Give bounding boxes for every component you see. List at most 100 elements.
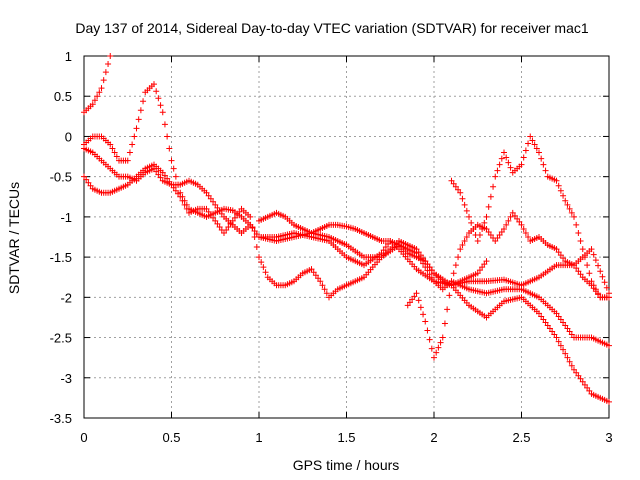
data-point — [321, 286, 328, 293]
data-point — [433, 349, 440, 356]
data-point — [575, 229, 582, 236]
data-point — [525, 234, 532, 240]
data-point — [426, 336, 433, 343]
data-point — [522, 147, 529, 154]
series-sat-f — [404, 209, 612, 361]
data-point — [107, 141, 114, 148]
data-point — [474, 238, 481, 245]
data-point — [601, 279, 608, 286]
data-point — [312, 272, 319, 279]
data-point — [256, 254, 262, 261]
data-point — [581, 381, 588, 388]
data-point — [498, 228, 505, 235]
data-point — [560, 255, 567, 262]
data-point — [511, 212, 518, 219]
data-point — [159, 109, 166, 116]
x-axis-label: GPS time / hours — [293, 457, 400, 473]
data-point — [426, 271, 433, 278]
series-sat-b — [81, 81, 612, 297]
data-point — [606, 398, 612, 405]
data-point — [424, 267, 431, 274]
data-point — [507, 213, 514, 220]
data-point — [463, 207, 470, 214]
data-point — [496, 231, 503, 238]
data-point — [557, 252, 564, 259]
y-tick-label: -0.5 — [50, 170, 72, 185]
data-point — [553, 334, 560, 341]
data-point — [544, 322, 551, 329]
data-point — [560, 319, 567, 326]
data-point — [492, 238, 499, 245]
data-point — [520, 225, 527, 232]
data-point — [164, 175, 171, 182]
data-point — [310, 269, 317, 276]
data-point — [468, 219, 475, 226]
data-point — [485, 203, 492, 210]
data-point — [503, 221, 510, 228]
data-point — [214, 220, 221, 227]
data-point — [490, 183, 497, 190]
y-tick-label: 1 — [65, 49, 72, 64]
data-point — [155, 171, 162, 178]
data-point — [207, 211, 214, 218]
data-point — [323, 290, 330, 297]
data-point — [606, 294, 612, 301]
data-point — [487, 193, 494, 200]
data-point — [581, 254, 588, 261]
data-point — [218, 210, 225, 217]
x-tick-labels: 0 0.5 1 1.5 2 2.5 3 — [80, 430, 612, 445]
data-point — [212, 217, 219, 224]
data-point — [586, 270, 593, 277]
data-point — [253, 230, 260, 237]
data-point — [157, 102, 164, 109]
y-tick-label: -3.5 — [50, 411, 72, 426]
data-point — [91, 97, 98, 104]
data-point — [181, 201, 188, 208]
data-point — [527, 133, 534, 140]
data-point — [170, 165, 177, 172]
data-point — [223, 226, 230, 233]
data-point — [411, 293, 418, 300]
data-point — [498, 155, 505, 162]
data-point — [448, 177, 455, 184]
data-point — [205, 192, 212, 199]
y-tick-label: 0 — [65, 129, 72, 144]
data-point — [483, 258, 490, 265]
series-sat-e — [256, 209, 490, 289]
data-point — [455, 186, 462, 193]
data-point — [131, 133, 138, 140]
data-point — [566, 358, 573, 365]
data-point — [229, 217, 236, 224]
data-point — [553, 310, 560, 317]
data-point — [137, 107, 144, 114]
data-point — [166, 178, 173, 185]
y-tick-label: 0.5 — [54, 89, 72, 104]
data-point — [564, 354, 571, 361]
data-point — [428, 267, 435, 274]
data-point — [463, 234, 470, 240]
data-point — [446, 292, 453, 299]
data-point — [428, 345, 435, 352]
data-point — [553, 246, 560, 253]
data-point — [155, 95, 162, 102]
data-point — [203, 189, 210, 196]
data-point — [522, 229, 529, 236]
data-point — [525, 140, 532, 147]
data-point — [431, 354, 437, 361]
data-point — [166, 145, 173, 152]
data-point — [516, 218, 523, 225]
data-point — [479, 264, 486, 271]
data-point — [129, 141, 136, 148]
data-point — [435, 344, 442, 351]
data-point — [439, 334, 446, 341]
data-point — [426, 264, 433, 271]
y-tick-label: -1 — [60, 210, 72, 225]
data-point — [564, 201, 571, 208]
data-point — [461, 238, 468, 245]
data-point — [481, 261, 488, 268]
data-point — [221, 229, 227, 236]
data-point — [555, 182, 562, 189]
data-point — [540, 316, 547, 323]
data-point — [225, 223, 232, 230]
data-point — [505, 159, 512, 166]
